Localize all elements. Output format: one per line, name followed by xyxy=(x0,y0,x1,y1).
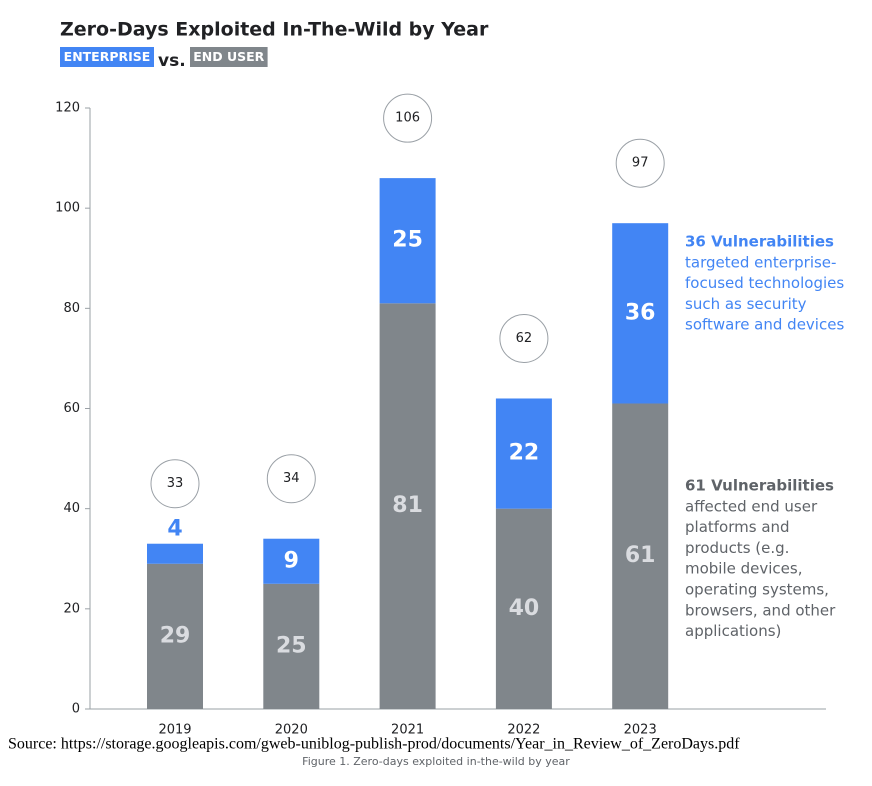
bar-segment xyxy=(612,223,669,404)
value-label: 40 xyxy=(509,596,540,621)
chart-title: Zero-Days Exploited In-The-Wild by Year xyxy=(60,19,489,41)
value-label: 9 xyxy=(284,548,299,573)
value-label: 29 xyxy=(160,623,191,648)
bar-segment xyxy=(147,543,203,564)
total-circle xyxy=(499,313,549,363)
value-label: 61 xyxy=(625,543,656,568)
total-label: 62 xyxy=(516,331,533,346)
total-label: 34 xyxy=(283,471,300,486)
source: Source: https://storage.googleapis.com/g… xyxy=(8,736,740,753)
legend-swatch xyxy=(60,47,154,67)
total-label: 97 xyxy=(632,156,649,171)
annotation-line: software and devices xyxy=(685,316,844,334)
annotation-line: browsers, and other xyxy=(685,601,836,619)
y-tick-label: 80 xyxy=(63,301,80,316)
y-tick-label: 100 xyxy=(55,201,80,216)
x-tick-label: 2023 xyxy=(624,723,657,738)
annotation-line: operating systems, xyxy=(685,581,829,599)
annotation-line: focused technologies xyxy=(685,274,844,292)
y-tick-label: 0 xyxy=(72,702,80,717)
bar-segment xyxy=(263,538,320,584)
bar-segment xyxy=(495,508,552,709)
annotation-line: products (e.g. xyxy=(685,539,789,557)
bar-segment xyxy=(379,303,436,709)
legend-joiner: vs. xyxy=(158,51,186,71)
annotation-line: mobile devices, xyxy=(685,560,803,578)
total-circle xyxy=(266,454,316,504)
annotation-title: 36 Vulnerabilities xyxy=(685,233,834,251)
annotation-line: platforms and xyxy=(685,518,790,536)
bar-segment xyxy=(147,563,203,709)
y-tick-label: 60 xyxy=(63,401,80,416)
annotation-title: 61 Vulnerabilities xyxy=(685,477,834,495)
bar-segment xyxy=(263,583,320,709)
y-tick-label: 40 xyxy=(63,501,80,516)
bar-segment xyxy=(495,398,552,509)
legend-swatch xyxy=(190,47,268,67)
x-tick-label: 2019 xyxy=(158,723,191,738)
caption: Figure 1. Zero-days exploited in-the-wil… xyxy=(302,755,570,768)
annotation-line: applications) xyxy=(685,622,781,640)
annotation-line: affected end user xyxy=(685,497,818,515)
value-label: 25 xyxy=(276,633,307,658)
y-tick-label: 120 xyxy=(55,101,80,116)
value-label: 4 xyxy=(167,517,182,542)
x-tick-label: 2020 xyxy=(275,723,308,738)
value-label: 36 xyxy=(625,300,656,325)
legend-label: ENTERPRISE xyxy=(64,49,151,64)
legend-label: END USER xyxy=(193,49,264,64)
x-tick-label: 2021 xyxy=(391,723,424,738)
y-tick-label: 20 xyxy=(63,601,80,616)
total-label: 106 xyxy=(395,111,420,126)
annotation-line: targeted enterprise- xyxy=(685,253,836,271)
bar-segment xyxy=(612,403,669,709)
value-label: 22 xyxy=(509,441,540,466)
bar-segment xyxy=(379,178,436,304)
value-label: 81 xyxy=(392,493,423,518)
total-label: 33 xyxy=(167,476,184,491)
total-circle xyxy=(383,93,433,143)
value-label: 25 xyxy=(392,228,423,253)
total-circle xyxy=(615,138,665,188)
x-tick-label: 2022 xyxy=(507,723,540,738)
annotation-line: such as security xyxy=(685,295,807,313)
total-circle xyxy=(150,459,200,509)
